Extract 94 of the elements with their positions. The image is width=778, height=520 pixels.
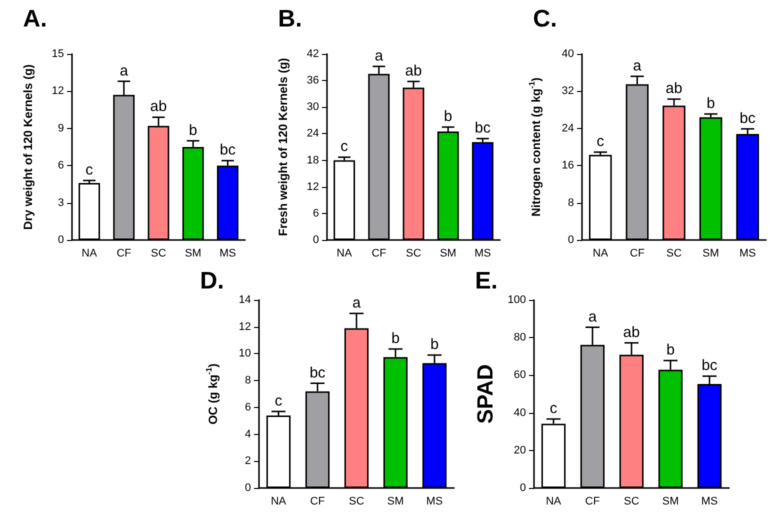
x-tick-label: CF — [630, 248, 645, 260]
annotation: c — [550, 400, 558, 418]
y-tick-label: 24 — [562, 122, 574, 134]
x-tick-label: SC — [666, 248, 682, 260]
y-tick-label: 4 — [244, 428, 251, 440]
y-axis-title: Fresh weight of 120 Kernels (g) — [276, 58, 290, 236]
chart-title: E. — [475, 268, 498, 294]
annotation: bc — [740, 110, 756, 127]
y-tick-label: 0 — [568, 234, 574, 246]
y-tick-label: 18 — [306, 154, 319, 166]
x-tick-label: NA — [336, 248, 353, 260]
x-tick-label: NA — [546, 496, 562, 508]
x-tick-label: SM — [702, 248, 720, 260]
x-tick-label: SC — [624, 496, 640, 508]
y-tick-label: 16 — [562, 160, 574, 172]
annotation: ab — [623, 324, 640, 341]
y-tick-label: 12 — [238, 320, 251, 333]
x-tick-label: SM — [440, 248, 456, 260]
y-tick-label: 0 — [58, 234, 64, 246]
x-tick-label: CF — [585, 496, 600, 508]
x-tick-label: MS — [739, 248, 756, 260]
x-tick-label: SM — [387, 496, 404, 508]
y-tick-label: 6 — [312, 207, 319, 220]
y-tick-label: 12 — [306, 180, 319, 193]
annotation: b — [188, 122, 198, 139]
annotation: b — [706, 94, 715, 112]
annotation: c — [340, 138, 349, 156]
y-tick-label: 32 — [562, 85, 574, 98]
x-tick-label: NA — [82, 248, 98, 260]
annotation: c — [86, 161, 94, 178]
y-tick-label: 10 — [238, 348, 251, 360]
x-tick-label: CF — [310, 496, 326, 508]
y-tick-label: 36 — [306, 74, 319, 87]
chart-title: B. — [278, 6, 302, 32]
x-tick-label: SM — [184, 248, 202, 260]
y-tick-label: 24 — [306, 128, 319, 140]
x-tick-label: CF — [372, 248, 387, 260]
x-tick-label: NA — [592, 248, 609, 260]
y-tick-label: 60 — [514, 369, 526, 382]
y-tick-label: 15 — [52, 48, 64, 60]
y-axis-title: Nitrogen content (g kg-1) — [528, 77, 543, 217]
y-tick-label: 12 — [52, 85, 64, 98]
y-tick-label: 6 — [244, 401, 251, 414]
x-tick-label: SC — [348, 496, 364, 508]
annotation: ab — [666, 80, 682, 98]
y-tick-label: 0 — [244, 482, 251, 494]
y-tick-label: 9 — [58, 122, 64, 134]
y-tick-label: 30 — [306, 101, 319, 114]
annotation: b — [666, 342, 675, 359]
y-tick-label: 80 — [514, 332, 526, 344]
y-axis-title: OC (g kg-1) — [204, 363, 220, 425]
y-tick-label: 8 — [568, 196, 574, 209]
y-tick-label: 42 — [306, 48, 319, 60]
x-tick-label: NA — [270, 496, 287, 508]
y-axis-title: Dry weight of 120 Kernels (g) — [21, 64, 35, 230]
chart-title: C. — [533, 6, 557, 32]
annotation: a — [120, 62, 129, 80]
x-tick-label: SC — [406, 248, 422, 260]
y-tick-label: 3 — [58, 196, 64, 209]
x-tick-label: CF — [116, 248, 132, 260]
annotation: a — [352, 294, 362, 312]
x-tick-label: MS — [426, 496, 443, 508]
annotation: ab — [150, 98, 167, 116]
annotation: b — [430, 336, 439, 354]
annotation: bc — [702, 357, 718, 374]
x-tick-label: MS — [474, 248, 491, 260]
annotation: c — [274, 392, 283, 410]
x-tick-label: SC — [150, 248, 166, 260]
chart-title: D. — [200, 268, 224, 294]
y-tick-label: 40 — [514, 406, 526, 419]
annotation: a — [374, 47, 384, 64]
annotation: bc — [220, 142, 236, 159]
annotation: bc — [310, 364, 326, 382]
annotation: a — [588, 308, 598, 326]
y-tick-label: 2 — [244, 455, 251, 468]
y-tick-label: 40 — [562, 48, 574, 60]
x-tick-label: MS — [701, 496, 718, 508]
annotation: b — [444, 108, 452, 126]
y-tick-label: 0 — [312, 234, 319, 246]
y-tick-label: 8 — [244, 374, 251, 387]
x-tick-label: SM — [662, 496, 679, 508]
y-tick-label: 100 — [508, 294, 526, 306]
annotation: bc — [474, 120, 492, 137]
y-tick-label: 0 — [520, 482, 526, 494]
y-axis-title: SPAD — [472, 364, 498, 424]
y-tick-label: 20 — [514, 444, 526, 456]
y-tick-label: 14 — [238, 294, 251, 306]
annotation: a — [633, 57, 642, 74]
y-tick-label: 6 — [58, 160, 64, 172]
annotation: b — [391, 330, 400, 348]
x-tick-label: MS — [219, 248, 236, 260]
annotation: c — [596, 133, 605, 150]
annotation: ab — [405, 62, 422, 80]
chart-title: A. — [23, 6, 47, 32]
